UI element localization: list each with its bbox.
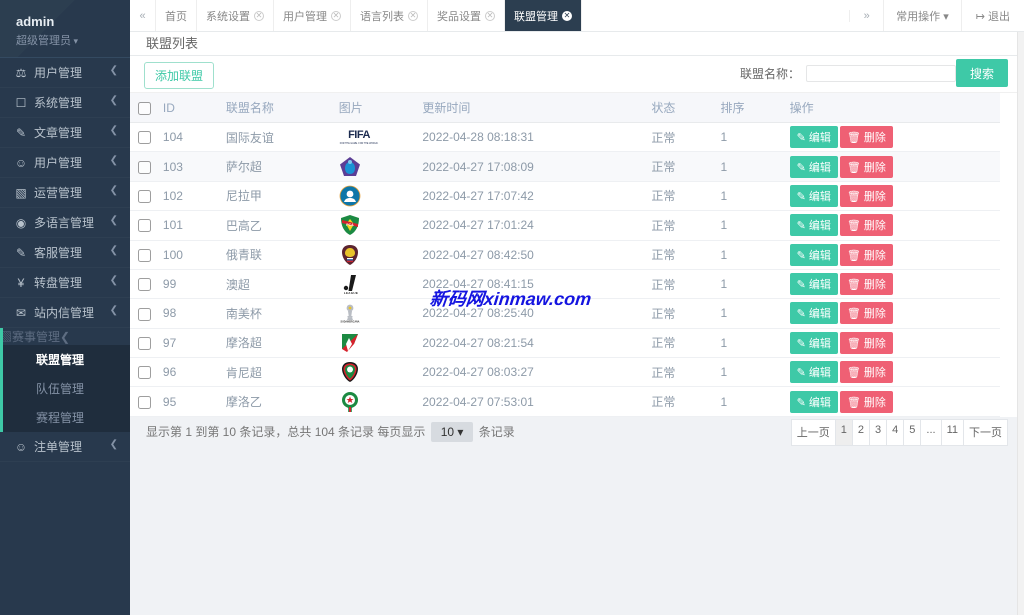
svg-text:FOR THE GAME. FOR THE WORLD.: FOR THE GAME. FOR THE WORLD. [339,142,378,145]
svg-text:SUDAMERICANA: SUDAMERICANA [340,321,359,324]
svg-text:PCA: PCA [346,223,354,227]
svg-text:LEAGUE: LEAGUE [344,291,358,295]
svg-text:FIFA: FIFA [348,129,370,141]
